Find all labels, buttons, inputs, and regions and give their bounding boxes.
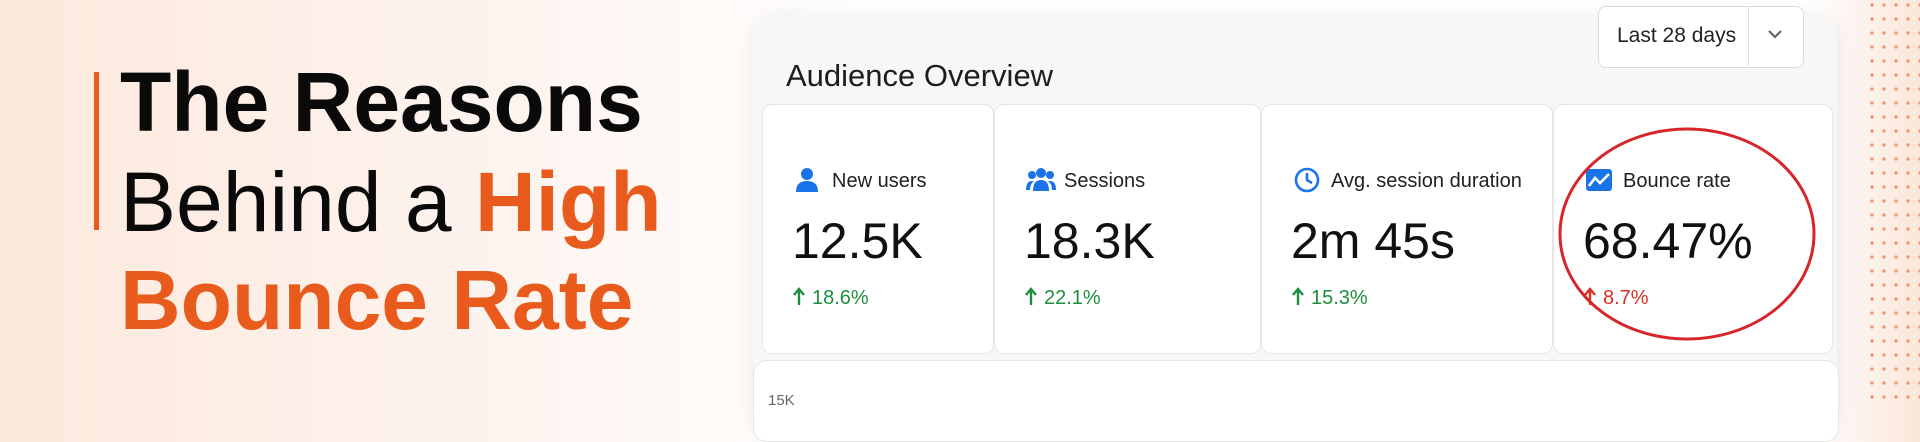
metric-change: 18.6% bbox=[812, 287, 869, 309]
metric-label: Bounce rate bbox=[1623, 170, 1731, 192]
metric-label: Sessions bbox=[1064, 170, 1146, 192]
metric-label: Avg. session duration bbox=[1331, 170, 1522, 192]
metric-card bbox=[1553, 104, 1833, 354]
metric-card bbox=[762, 104, 994, 354]
metric-value: 12.5K bbox=[792, 213, 923, 269]
arrow-icon bbox=[793, 287, 805, 305]
metric-card bbox=[994, 104, 1261, 354]
dot-pattern bbox=[1864, 0, 1920, 404]
arrow-icon bbox=[1292, 287, 1304, 305]
icon bbox=[1026, 168, 1056, 191]
icon bbox=[1294, 167, 1320, 193]
trend-arrow bbox=[792, 287, 806, 307]
chart-panel bbox=[753, 360, 1839, 442]
trend-arrow bbox=[1291, 287, 1305, 307]
highlight-circle bbox=[1558, 127, 1816, 341]
metric-change: 15.3% bbox=[1311, 287, 1368, 309]
metric-icon bbox=[1293, 166, 1323, 196]
headline-line: Behind a High bbox=[120, 160, 662, 244]
dropdown-separator bbox=[1748, 6, 1749, 66]
metric-value: 2m 45s bbox=[1291, 213, 1455, 269]
headline-line: Bounce Rate bbox=[120, 253, 634, 347]
dashboard-title: Audience Overview bbox=[786, 58, 1054, 93]
metric-change: 22.1% bbox=[1044, 287, 1101, 309]
metric-icon bbox=[794, 166, 824, 196]
date-dropdown[interactable] bbox=[1598, 6, 1804, 68]
metric-card bbox=[1261, 104, 1553, 354]
icon bbox=[1586, 169, 1612, 191]
metric-value: 18.3K bbox=[1024, 213, 1155, 269]
arrow-icon bbox=[1025, 287, 1037, 305]
headline-text: Behind a bbox=[120, 155, 452, 249]
metric-label: New users bbox=[832, 170, 927, 192]
metric-icon bbox=[1585, 166, 1615, 196]
headline-highlight: High bbox=[474, 155, 662, 249]
icon bbox=[796, 168, 818, 192]
trend-arrow bbox=[1024, 287, 1038, 307]
metric-value: 68.47% bbox=[1583, 213, 1753, 269]
metric-icon bbox=[1026, 166, 1056, 196]
chevron-icon[interactable] bbox=[1766, 28, 1784, 40]
axis-label: 15K bbox=[768, 392, 795, 409]
accent-bar bbox=[94, 72, 99, 230]
date-range[interactable]: Last 28 days bbox=[1617, 24, 1737, 47]
metric-change: 8.7% bbox=[1603, 287, 1649, 309]
headline-line: The Reasons bbox=[120, 55, 643, 149]
